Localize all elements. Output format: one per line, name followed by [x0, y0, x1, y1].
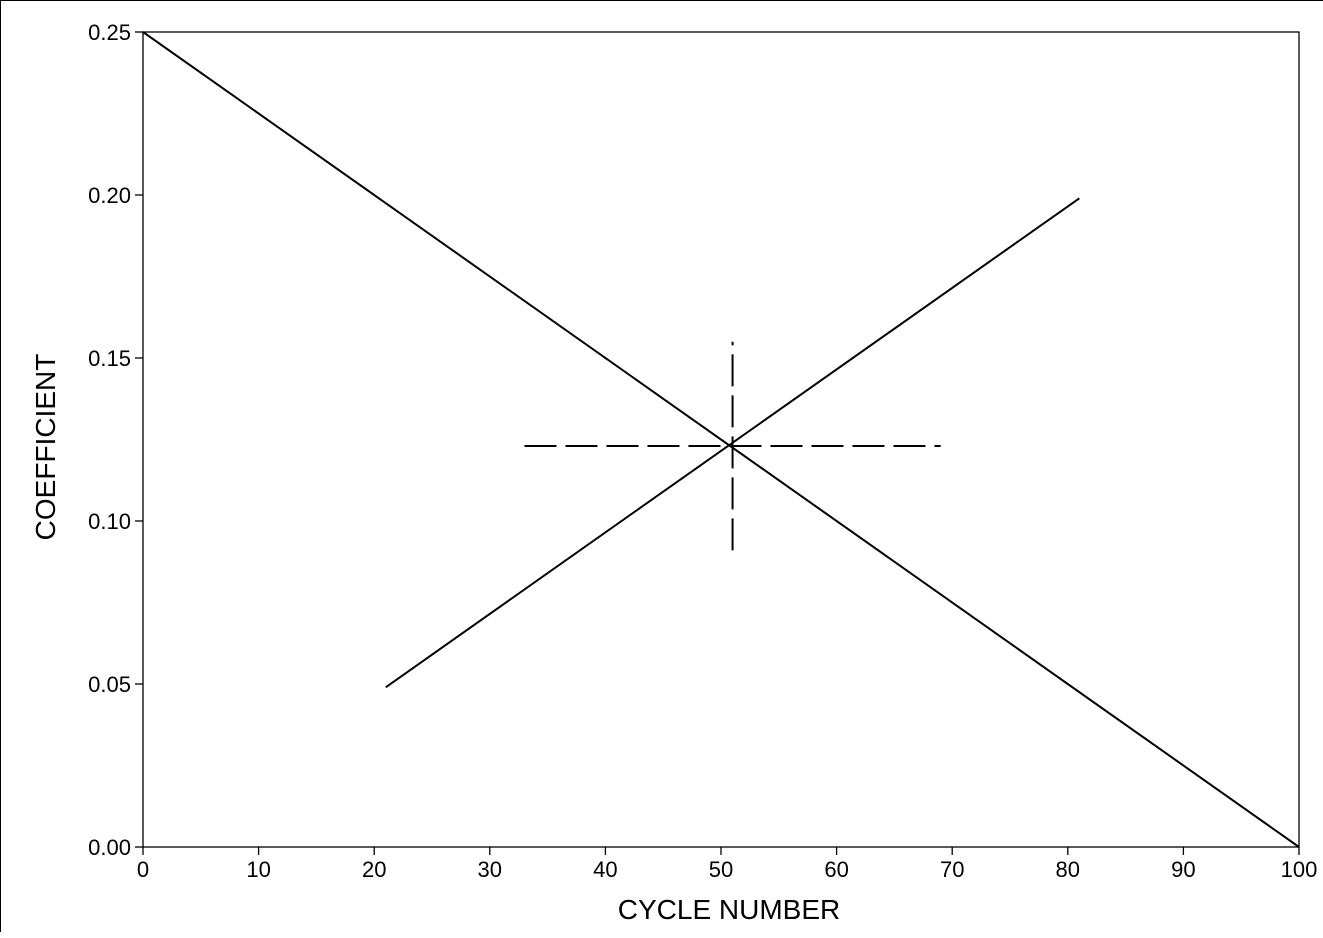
y-tick-label: 0.25 [88, 20, 131, 45]
x-axis-ticks: 0 10 20 30 40 50 60 70 80 90 100 [137, 847, 1317, 882]
y-axis-label: COEFFICIENT [30, 354, 61, 541]
x-tick-label: 10 [246, 857, 270, 882]
y-tick-label: 0.05 [88, 672, 131, 697]
series-layer [142, 31, 1300, 848]
x-tick-label: 20 [362, 857, 386, 882]
y-tick-label: 0.10 [88, 509, 131, 534]
x-tick-label: 70 [940, 857, 964, 882]
x-tick-label: 90 [1171, 857, 1195, 882]
y-tick-label: 0.15 [88, 346, 131, 371]
x-tick-label: 0 [137, 857, 149, 882]
y-tick-label: 0.00 [88, 835, 131, 860]
x-tick-label: 30 [478, 857, 502, 882]
x-axis-label: CYCLE NUMBER [618, 894, 840, 925]
x-tick-label: 80 [1056, 857, 1080, 882]
x-tick-label: 50 [709, 857, 733, 882]
x-tick-label: 100 [1281, 857, 1318, 882]
x-tick-label: 40 [593, 857, 617, 882]
y-tick-label: 0.20 [88, 183, 131, 208]
y-axis-ticks: 0.00 0.05 0.10 0.15 0.20 0.25 [88, 20, 143, 860]
x-tick-label: 60 [824, 857, 848, 882]
series-line-1 [142, 31, 1300, 848]
